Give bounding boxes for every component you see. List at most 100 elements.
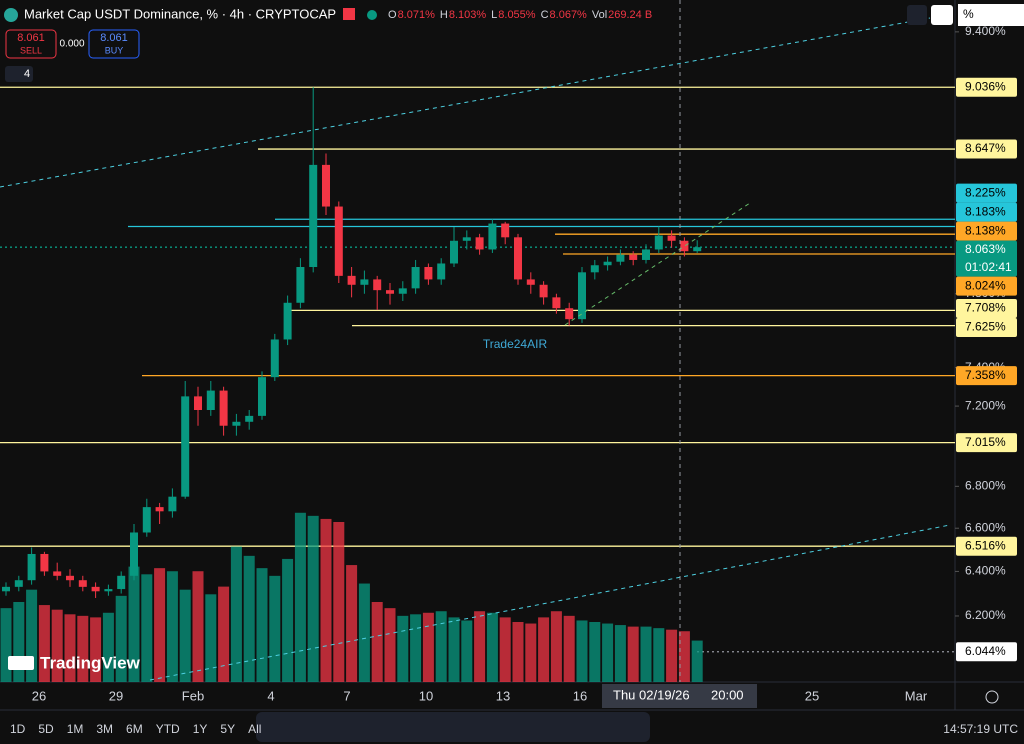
volume-bar <box>410 614 422 682</box>
candle-body <box>78 580 87 587</box>
trend-line <box>564 202 751 326</box>
symbol-title[interactable]: Market Cap USDT Dominance, % · 4h · CRYP… <box>24 6 336 21</box>
x-tick-label: 16 <box>573 688 587 703</box>
ohlc-value: 8.067% <box>550 9 588 21</box>
y-tick-label: 6.400% <box>965 564 1006 578</box>
price-label-bg <box>956 183 1017 203</box>
ohlc-label: O <box>388 9 397 21</box>
ohlc-value: 8.071% <box>398 9 436 21</box>
price-label: 8.063% <box>965 242 1006 256</box>
volume-bar <box>602 623 614 682</box>
scale-input[interactable] <box>958 4 1024 26</box>
indicators-toggle[interactable]: 4 <box>5 66 33 82</box>
volume-bar <box>307 515 319 682</box>
buy-label: BUY <box>105 45 124 55</box>
ohlc-label: H <box>440 9 448 21</box>
candle-body <box>450 240 458 264</box>
range-button[interactable]: YTD <box>156 722 180 736</box>
countdown: 01:02:41 <box>965 260 1012 274</box>
candle-body <box>578 272 586 320</box>
candle-body <box>14 580 23 587</box>
candle-body <box>258 377 266 416</box>
fullscreen-button[interactable] <box>931 5 953 25</box>
volume-bar <box>474 611 486 682</box>
volume-bar <box>640 626 652 682</box>
crosshair-time: 20:00 <box>711 687 744 702</box>
volume-bar <box>26 589 38 682</box>
volume-bar <box>179 589 191 682</box>
ohlc-label: C <box>541 9 549 21</box>
volume-bar <box>90 617 102 682</box>
crosshair-time-label: Thu 02/19/26 20:00 <box>602 684 757 708</box>
sell-button[interactable]: 8.061 SELL <box>5 29 57 59</box>
range-button[interactable]: 1Y <box>193 722 208 736</box>
candle-body <box>616 254 625 262</box>
clock: 14:57:19 UTC <box>943 722 1018 736</box>
candle-body <box>181 396 190 497</box>
spread: 0.000 <box>59 39 84 50</box>
candle-body <box>514 237 522 280</box>
volume-bar <box>256 568 268 682</box>
volume-bar <box>154 568 166 682</box>
range-button[interactable]: 5Y <box>220 722 235 736</box>
price-label: 8.183% <box>965 204 1006 218</box>
volume-bar <box>230 546 242 682</box>
volume-bar <box>384 608 396 682</box>
sell-label: SELL <box>20 45 42 55</box>
range-button[interactable]: 1M <box>67 722 84 736</box>
scale-input-text: % <box>963 7 974 21</box>
settings[interactable] <box>985 690 999 704</box>
range-button[interactable]: All <box>248 722 261 736</box>
price-label-bg <box>956 221 1017 241</box>
volume-bar <box>333 522 345 682</box>
ohlc-value: 269.24 B <box>608 9 652 21</box>
x-tick-label: 25 <box>805 688 819 703</box>
x-tick-label: Mar <box>905 688 928 703</box>
candle-body <box>386 290 394 294</box>
down-button[interactable] <box>907 5 927 25</box>
flag[interactable] <box>343 8 355 20</box>
candle-body <box>296 267 305 303</box>
buy-button[interactable]: 8.061 BUY <box>88 29 140 59</box>
candle-body <box>2 586 10 592</box>
price-label: 7.358% <box>965 368 1006 382</box>
volume-bar <box>576 620 588 682</box>
volume-bar <box>115 595 127 682</box>
candle-body <box>667 235 676 241</box>
logo: TradingView <box>8 653 141 672</box>
range-button[interactable]: 3M <box>96 722 113 736</box>
price-label: 6.044% <box>965 644 1006 658</box>
candle-body <box>27 553 36 581</box>
price-label-bg <box>956 77 1017 97</box>
symbol-icon <box>4 8 18 22</box>
price-label: 8.647% <box>965 141 1006 155</box>
ohlc-value: 8.103% <box>449 9 487 21</box>
volume-bar <box>512 622 524 682</box>
price-label-bg <box>956 433 1017 453</box>
volume-bar <box>77 615 89 682</box>
volume-bar <box>397 615 409 682</box>
candle-body <box>347 275 356 285</box>
range-button[interactable]: 1D <box>10 722 26 736</box>
volume-bar <box>243 555 255 682</box>
candle-body <box>526 279 535 285</box>
candle-body <box>142 507 151 533</box>
crosshair-date: Thu 02/19/26 <box>613 687 690 702</box>
volume-bar <box>589 622 601 682</box>
candle-body <box>168 496 177 512</box>
candle-body <box>322 164 330 207</box>
range-button[interactable]: 5D <box>38 722 54 736</box>
candle-body <box>539 284 548 298</box>
volume-bar <box>461 620 473 682</box>
price-label: 8.024% <box>965 278 1006 292</box>
volume-bar <box>563 615 575 682</box>
candle-body <box>104 589 113 592</box>
volume-bar <box>653 628 665 682</box>
drawing-toolbar[interactable] <box>256 712 650 742</box>
volume-bar <box>550 611 562 682</box>
candle-body <box>488 223 497 250</box>
range-button[interactable]: 6M <box>126 722 143 736</box>
candle-body <box>117 575 126 590</box>
candle-body <box>155 507 164 512</box>
